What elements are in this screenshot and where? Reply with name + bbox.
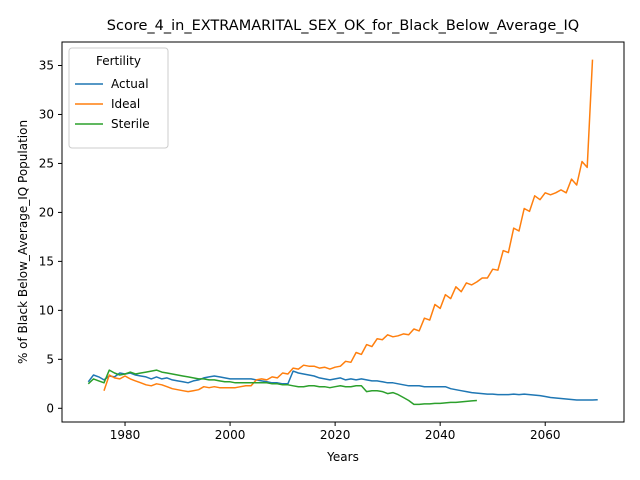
series-line-actual	[87, 370, 598, 401]
x-tick-label: 1980	[110, 428, 141, 442]
axis-ticks: 1980 2000 2020 2040 2060 0 5 10 15 20 25 30 35	[39, 59, 561, 442]
y-axis-label: % of Black Below_Average_IQ Population	[16, 120, 30, 364]
y-tick-label: 0	[46, 401, 54, 415]
x-tick-label: 2000	[215, 428, 246, 442]
y-tick-label: 25	[39, 156, 54, 170]
y-tick-label: 35	[39, 59, 54, 73]
series-lines	[87, 59, 598, 406]
legend-entry: Sterile	[111, 117, 150, 131]
x-tick-label: 2040	[425, 428, 456, 442]
y-tick-label: 5	[46, 352, 54, 366]
legend-entry: Actual	[111, 77, 149, 91]
y-tick-label: 30	[39, 107, 54, 121]
legend: Fertility Actual Ideal Sterile	[68, 47, 169, 149]
legend-title: Fertility	[96, 54, 141, 68]
series-line-sterile	[87, 369, 477, 406]
legend-entry: Ideal	[111, 97, 140, 111]
x-tick-label: 2020	[320, 428, 351, 442]
x-tick-label: 2060	[530, 428, 561, 442]
legend-box	[68, 47, 169, 149]
series-line-ideal	[103, 59, 594, 393]
x-axis-label: Years	[326, 450, 359, 464]
y-tick-label: 10	[39, 303, 54, 317]
y-tick-label: 15	[39, 254, 54, 268]
chart-title: Score_4_in_EXTRAMARITAL_SEX_OK_for_Black…	[107, 18, 579, 34]
plot-frame	[61, 41, 625, 423]
y-tick-label: 20	[39, 205, 54, 219]
